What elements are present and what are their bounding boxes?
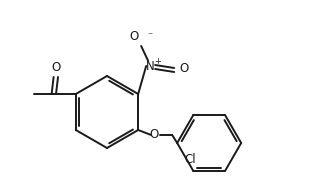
Text: +: + [154,58,161,67]
Text: O: O [129,30,138,43]
Text: Cl: Cl [184,153,196,166]
Text: ⁻: ⁻ [147,31,152,41]
Text: O: O [179,62,188,76]
Text: O: O [51,61,61,74]
Text: N: N [146,59,155,73]
Text: O: O [150,129,159,142]
